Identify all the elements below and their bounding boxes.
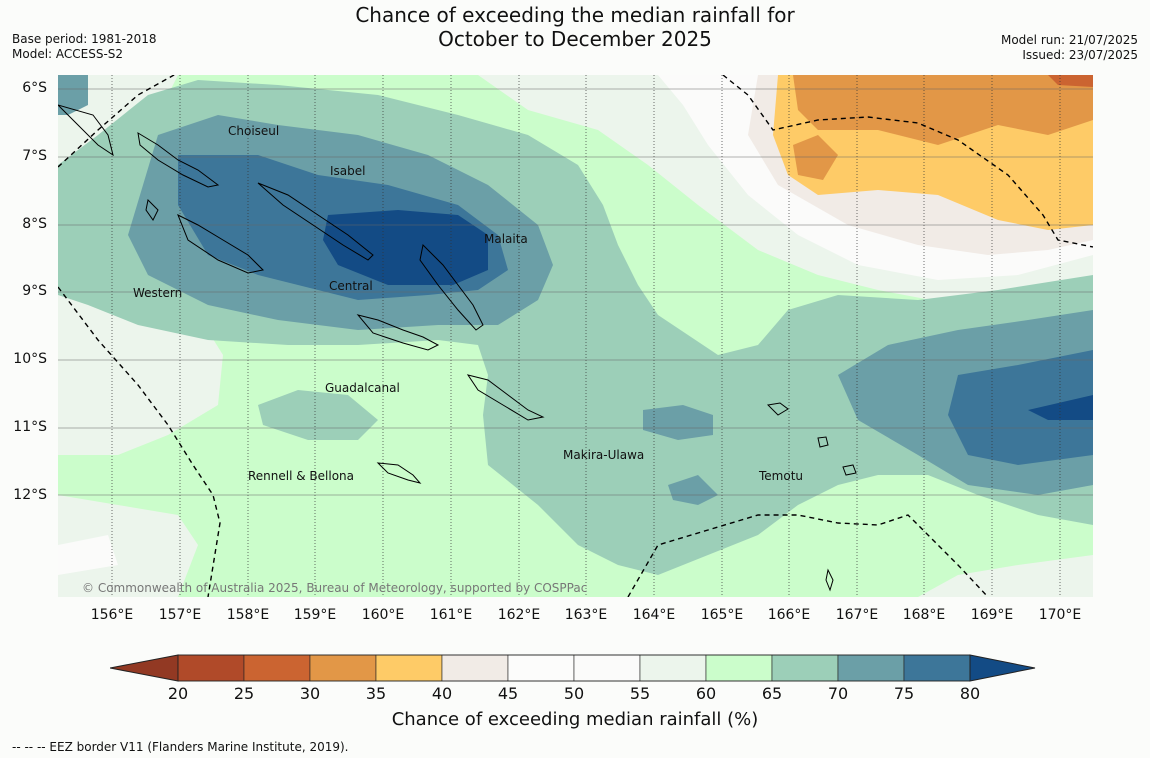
colorbar-tick-45: 45 xyxy=(497,684,519,703)
model-info: Base period: 1981-2018 Model: ACCESS-S2 xyxy=(12,32,157,62)
title-line-1: Chance of exceeding the median rainfall … xyxy=(355,3,795,27)
lat-label-10s: 10°S xyxy=(13,351,47,367)
lat-label-12s: 12°S xyxy=(13,487,47,503)
lat-label-11s: 11°S xyxy=(13,419,47,435)
contour-75-80-east xyxy=(948,350,1093,465)
colorbar-tick-50: 50 xyxy=(563,684,585,703)
coastlines xyxy=(58,104,857,592)
lon-label-158e: 158°E xyxy=(226,607,270,623)
colorbar-tick-65: 65 xyxy=(761,684,783,703)
label-central: Central xyxy=(329,279,373,293)
contour-30-35 xyxy=(793,75,1093,145)
lat-label-8s: 8°S xyxy=(22,216,47,232)
colorbar-segment xyxy=(837,654,905,682)
colorbar-segment xyxy=(573,654,641,682)
lon-label-170e: 170°E xyxy=(1038,607,1082,623)
colorbar-over-arrow xyxy=(969,654,1036,682)
colorbar-segment xyxy=(903,654,971,682)
colorbar-tick-75: 75 xyxy=(893,684,915,703)
lon-label-169e: 169°E xyxy=(970,607,1014,623)
colorbar-tick-80: 80 xyxy=(959,684,981,703)
parallel-lines xyxy=(58,88,1093,496)
lon-label-156e: 156°E xyxy=(90,607,134,623)
colorbar-tick-20: 20 xyxy=(167,684,189,703)
issued-date: Issued: 23/07/2025 xyxy=(1022,48,1138,62)
colorbar-tick-55: 55 xyxy=(629,684,651,703)
eez-footnote: -- -- -- EEZ border V11 (Flanders Marine… xyxy=(12,740,349,754)
lon-label-165e: 165°E xyxy=(700,607,744,623)
model-name: Model: ACCESS-S2 xyxy=(12,47,124,61)
lon-label-167e: 167°E xyxy=(835,607,879,623)
colorbar-frame xyxy=(177,654,971,682)
label-western: Western xyxy=(133,286,182,300)
colorbar-segment xyxy=(639,654,707,682)
lon-label-161e: 161°E xyxy=(429,607,473,623)
colorbar-segment xyxy=(441,654,509,682)
run-info: Model run: 21/07/2025 Issued: 23/07/2025 xyxy=(1001,33,1138,63)
contour-70-75-corner xyxy=(58,75,88,115)
contour-70-75-makira xyxy=(643,405,713,440)
rainfall-map: Choiseul Isabel Malaita Western Central … xyxy=(58,75,1093,597)
colorbar-segment xyxy=(507,654,575,682)
colorbar-tick-60: 60 xyxy=(695,684,717,703)
base-period: Base period: 1981-2018 xyxy=(12,32,157,46)
lon-label-157e: 157°E xyxy=(158,607,202,623)
contour-70-75-south xyxy=(668,475,718,505)
colorbar-segments xyxy=(177,654,971,682)
lon-label-159e: 159°E xyxy=(293,607,337,623)
label-isabel: Isabel xyxy=(330,164,365,178)
colorbar-segment xyxy=(705,654,773,682)
label-rennell-bellona: Rennell & Bellona xyxy=(248,469,354,483)
colorbar-segment xyxy=(177,654,245,682)
colorbar-segment xyxy=(243,654,311,682)
contour-80-plus xyxy=(323,210,488,285)
colorbar-under-arrow xyxy=(110,654,179,682)
colorbar-title: Chance of exceeding median rainfall (%) xyxy=(391,709,759,730)
colorbar-segment xyxy=(309,654,377,682)
colorbar-tick-25: 25 xyxy=(233,684,255,703)
lon-label-164e: 164°E xyxy=(632,607,676,623)
contour-55-60-southwest xyxy=(58,495,198,597)
label-temotu: Temotu xyxy=(758,469,803,483)
eez-borders xyxy=(58,75,1093,597)
meridian-lines xyxy=(111,75,1061,597)
colorbar-tick-35: 35 xyxy=(365,684,387,703)
contour-65-70-guadalcanal xyxy=(258,390,378,440)
lon-label-160e: 160°E xyxy=(361,607,405,623)
contour-80-plus-east xyxy=(1028,395,1093,420)
colorbar-segment xyxy=(375,654,443,682)
label-malaita: Malaita xyxy=(484,232,528,246)
contour-55-60-southeast xyxy=(918,555,1093,597)
region-labels: Choiseul Isabel Malaita Western Central … xyxy=(133,124,803,483)
lon-label-166e: 166°E xyxy=(767,607,811,623)
colorbar-tick-70: 70 xyxy=(827,684,849,703)
lon-label-168e: 168°E xyxy=(902,607,946,623)
contour-25-30 xyxy=(1048,75,1093,87)
label-guadalcanal: Guadalcanal xyxy=(325,381,400,395)
lat-label-9s: 9°S xyxy=(22,283,47,299)
colorbar-tick-40: 40 xyxy=(431,684,453,703)
lat-label-7s: 7°S xyxy=(22,148,47,164)
colorbar-tick-30: 30 xyxy=(299,684,321,703)
map-title: Chance of exceeding the median rainfall … xyxy=(0,3,1150,51)
contour-50-55-sw xyxy=(58,535,118,575)
contour-layers xyxy=(58,75,1093,597)
model-run-date: Model run: 21/07/2025 xyxy=(1000,33,1138,47)
contour-30-35-spot xyxy=(793,135,838,180)
label-choiseul: Choiseul xyxy=(228,124,279,138)
label-makira-ulawa: Makira-Ulawa xyxy=(563,448,644,462)
lat-label-6s: 6°S xyxy=(22,80,47,96)
lon-label-163e: 163°E xyxy=(564,607,608,623)
colorbar xyxy=(110,654,1036,682)
copyright-notice: © Commonwealth of Australia 2025, Bureau… xyxy=(82,581,587,595)
colorbar-segment xyxy=(771,654,839,682)
title-line-2: October to December 2025 xyxy=(438,27,712,51)
lon-label-162e: 162°E xyxy=(497,607,541,623)
